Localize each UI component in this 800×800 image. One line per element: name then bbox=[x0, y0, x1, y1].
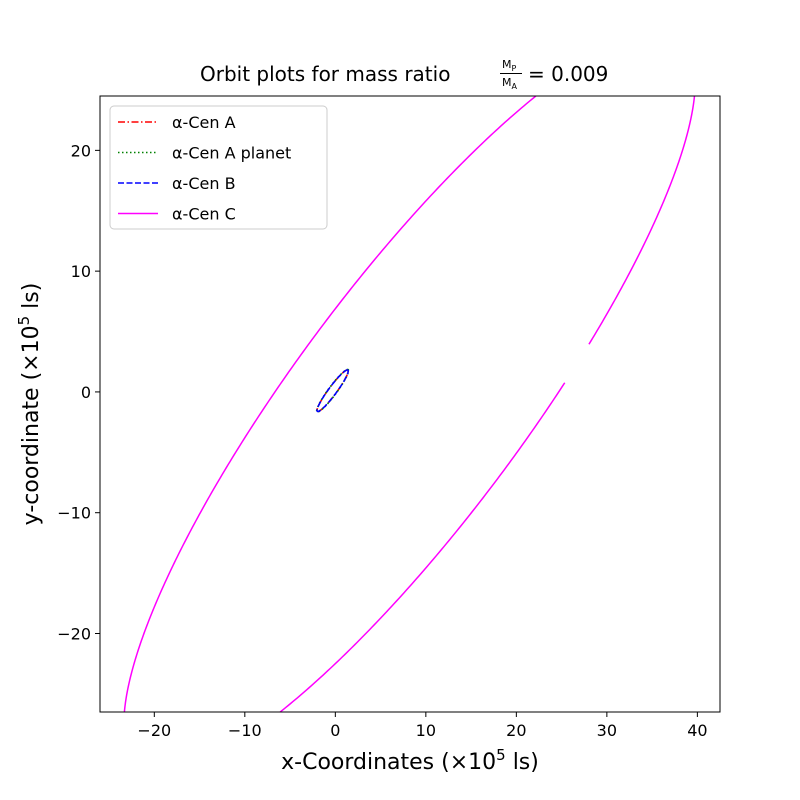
legend-entry: α-Cen A bbox=[172, 113, 236, 132]
series-line bbox=[316, 369, 350, 413]
series-line bbox=[315, 368, 350, 413]
y-axis-label: y-coordinate (×105 ls) bbox=[15, 283, 44, 526]
x-tick-label: 20 bbox=[506, 721, 526, 740]
legend-entry: α-Cen A planet bbox=[172, 144, 291, 163]
series-line bbox=[123, 96, 696, 712]
title-prefix: Orbit plots for mass ratio bbox=[200, 62, 450, 86]
x-tick-label: −10 bbox=[228, 721, 262, 740]
x-tick-label: 40 bbox=[687, 721, 707, 740]
plot-data bbox=[123, 96, 696, 712]
y-tick-label: 20 bbox=[71, 141, 91, 160]
x-tick-label: −20 bbox=[137, 721, 171, 740]
x-tick-label: 0 bbox=[330, 721, 340, 740]
legend-box bbox=[109, 105, 328, 230]
chart-title: Orbit plots for mass ratio bbox=[200, 62, 450, 86]
ticks: −20 −10 0 10 20 30 40 −20 −10 0 10 20 bbox=[57, 141, 707, 740]
x-axis-label: x-Coordinates (×105 ls) bbox=[281, 746, 539, 775]
title-suffix: = 0.009 bbox=[528, 62, 608, 86]
title-frac-den-sub: A bbox=[512, 82, 518, 91]
svg-text:MA: MA bbox=[502, 76, 518, 91]
y-tick-label: 0 bbox=[81, 383, 91, 402]
title-frac-num-sub: P bbox=[512, 64, 517, 73]
title-frac-num-main: M bbox=[502, 58, 512, 71]
legend-entry: α-Cen C bbox=[172, 205, 236, 224]
axes-frame bbox=[99, 95, 721, 713]
title-fraction: MP MA bbox=[500, 58, 522, 91]
x-tick-label: 10 bbox=[416, 721, 436, 740]
y-tick-label: 10 bbox=[71, 262, 91, 281]
title-frac-den-main: M bbox=[502, 76, 512, 89]
y-tick-label: −20 bbox=[57, 624, 91, 643]
legend-entry: α-Cen B bbox=[172, 174, 236, 193]
x-tick-label: 30 bbox=[597, 721, 617, 740]
series-line bbox=[316, 369, 350, 413]
svg-text:MP: MP bbox=[502, 58, 517, 73]
y-tick-label: −10 bbox=[57, 504, 91, 523]
legend: α-Cen A α-Cen A planet α-Cen B α-Cen C bbox=[109, 105, 328, 230]
